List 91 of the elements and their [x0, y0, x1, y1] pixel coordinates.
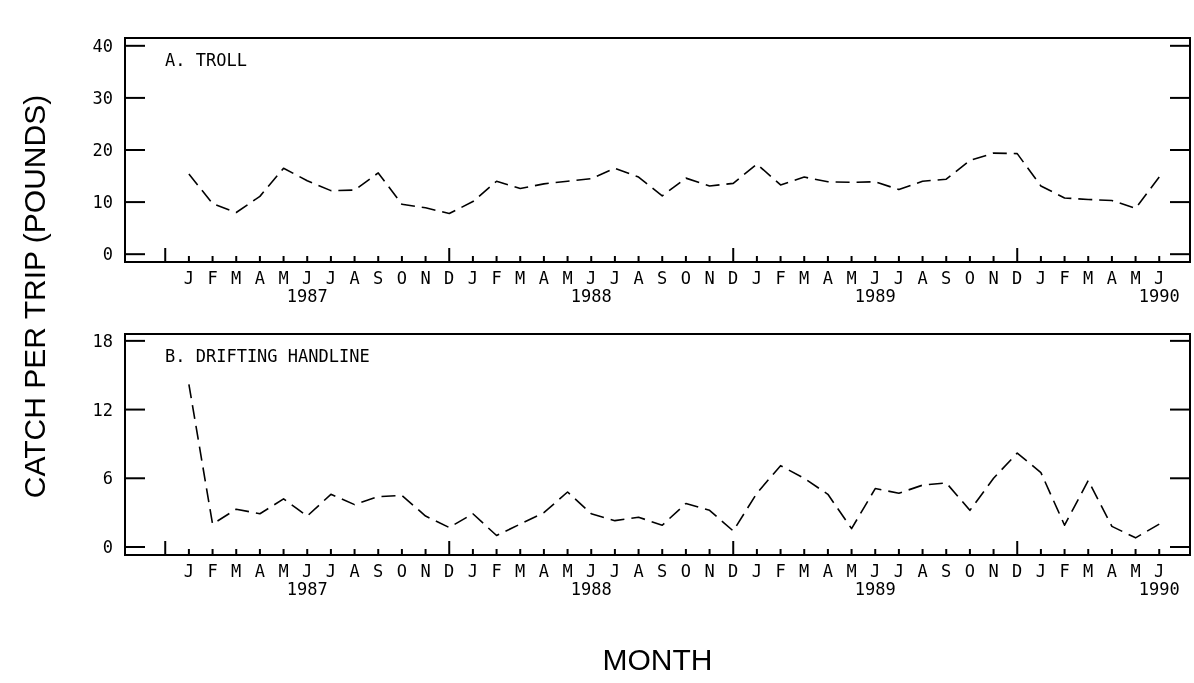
x-tick-label: A [633, 268, 644, 288]
x-tick-label: O [964, 268, 976, 288]
y-tick-label: 12 [92, 399, 113, 420]
y-tick-label: 18 [92, 330, 113, 351]
x-tick-label: S [941, 268, 952, 288]
x-tick-label: J [183, 561, 195, 581]
x-tick-label: D [444, 561, 455, 581]
x-tick-label: N [988, 561, 999, 581]
x-tick-label: O [964, 561, 976, 581]
x-tick-label: M [846, 561, 857, 581]
x-tick-label: M [278, 268, 289, 288]
x-tick-label: O [396, 561, 408, 581]
x-tick-label: A [633, 561, 644, 581]
x-tick-label: M [231, 561, 242, 581]
x-tick-label: M [562, 561, 573, 581]
x-tick-label: A [1106, 561, 1118, 581]
x-tick-label: J [609, 561, 621, 581]
x-tick-label: J [325, 268, 337, 288]
x-tick-label: D [1012, 268, 1023, 288]
y-tick-label: 20 [92, 139, 113, 160]
text: A. TROLL [165, 50, 247, 70]
x-tick-label: N [420, 268, 431, 288]
x-tick-label: J [751, 561, 763, 581]
x-tick-label: J [609, 268, 621, 288]
x-tick-label: F [491, 268, 502, 288]
y-tick-label: 30 [92, 87, 113, 108]
y-tick-label: 0 [102, 244, 113, 265]
x-tick-label: A [538, 268, 550, 288]
x-tick-label: M [1130, 268, 1141, 288]
x-tick-label: F [207, 561, 218, 581]
x-tick-label: M [515, 561, 526, 581]
x-tick-label: J [467, 561, 479, 581]
x-tick-label: A [822, 268, 834, 288]
x-tick-label: S [373, 561, 384, 581]
x-tick-label: N [988, 268, 999, 288]
x-tick-label: A [254, 268, 266, 288]
x-tick-label: F [1059, 561, 1070, 581]
line-series [188, 152, 1161, 215]
x-tick-label: M [1083, 268, 1094, 288]
x-tick-label: M [846, 268, 857, 288]
line-series [188, 383, 1161, 539]
x-tick-label: S [373, 268, 384, 288]
x-tick-label: O [396, 268, 408, 288]
x-tick-label: D [728, 268, 739, 288]
x-tick-label: D [1012, 561, 1023, 581]
x-tick-label: M [231, 268, 242, 288]
x-tick-label: N [704, 561, 715, 581]
x-tick-label: M [799, 268, 810, 288]
x-tick-label: M [799, 561, 810, 581]
x-tick-label: A [917, 268, 928, 288]
x-tick-label: O [680, 268, 692, 288]
x-tick-label: A [538, 561, 550, 581]
x-tick-label: S [657, 268, 668, 288]
x-tick-label: F [207, 268, 218, 288]
x-tick-label: A [822, 561, 834, 581]
x-tick-label: D [728, 561, 739, 581]
x-tick-label: N [420, 561, 431, 581]
x-tick-label: F [491, 561, 502, 581]
x-tick-label: M [1083, 561, 1094, 581]
x-tick-label: J [1035, 268, 1047, 288]
x-tick-label: M [1130, 561, 1141, 581]
x-tick-label: A [349, 561, 360, 581]
x-tick-label: S [941, 561, 952, 581]
x-tick-label: N [704, 268, 715, 288]
x-tick-label: A [254, 561, 266, 581]
x-tick-label: A [917, 561, 928, 581]
x-tick-label: F [775, 268, 786, 288]
x-tick-label: J [467, 268, 479, 288]
x-axis-title: MONTH [602, 643, 713, 676]
x-tick-label: J [893, 268, 905, 288]
x-tick-label: D [444, 268, 455, 288]
x-tick-label: S [657, 561, 668, 581]
x-tick-label: J [1035, 561, 1047, 581]
y-tick-label: 10 [92, 192, 113, 213]
x-tick-label: J [183, 268, 195, 288]
x-tick-label: J [751, 268, 763, 288]
y-tick-label: 40 [92, 35, 113, 56]
x-tick-label: M [562, 268, 573, 288]
x-tick-label: A [1106, 268, 1118, 288]
x-tick-label: A [349, 268, 360, 288]
x-tick-label: M [278, 561, 289, 581]
x-tick-label: M [515, 268, 526, 288]
y-axis-title: CATCH PER TRIP (POUNDS) [18, 94, 51, 499]
x-tick-label: F [1059, 268, 1070, 288]
y-tick-label: 6 [102, 468, 113, 489]
x-tick-label: F [775, 561, 786, 581]
x-tick-label: J [325, 561, 337, 581]
x-tick-label: O [680, 561, 692, 581]
x-tick-label: J [893, 561, 905, 581]
y-tick-label: 0 [102, 536, 113, 557]
text: B. DRIFTING HANDLINE [165, 346, 370, 366]
